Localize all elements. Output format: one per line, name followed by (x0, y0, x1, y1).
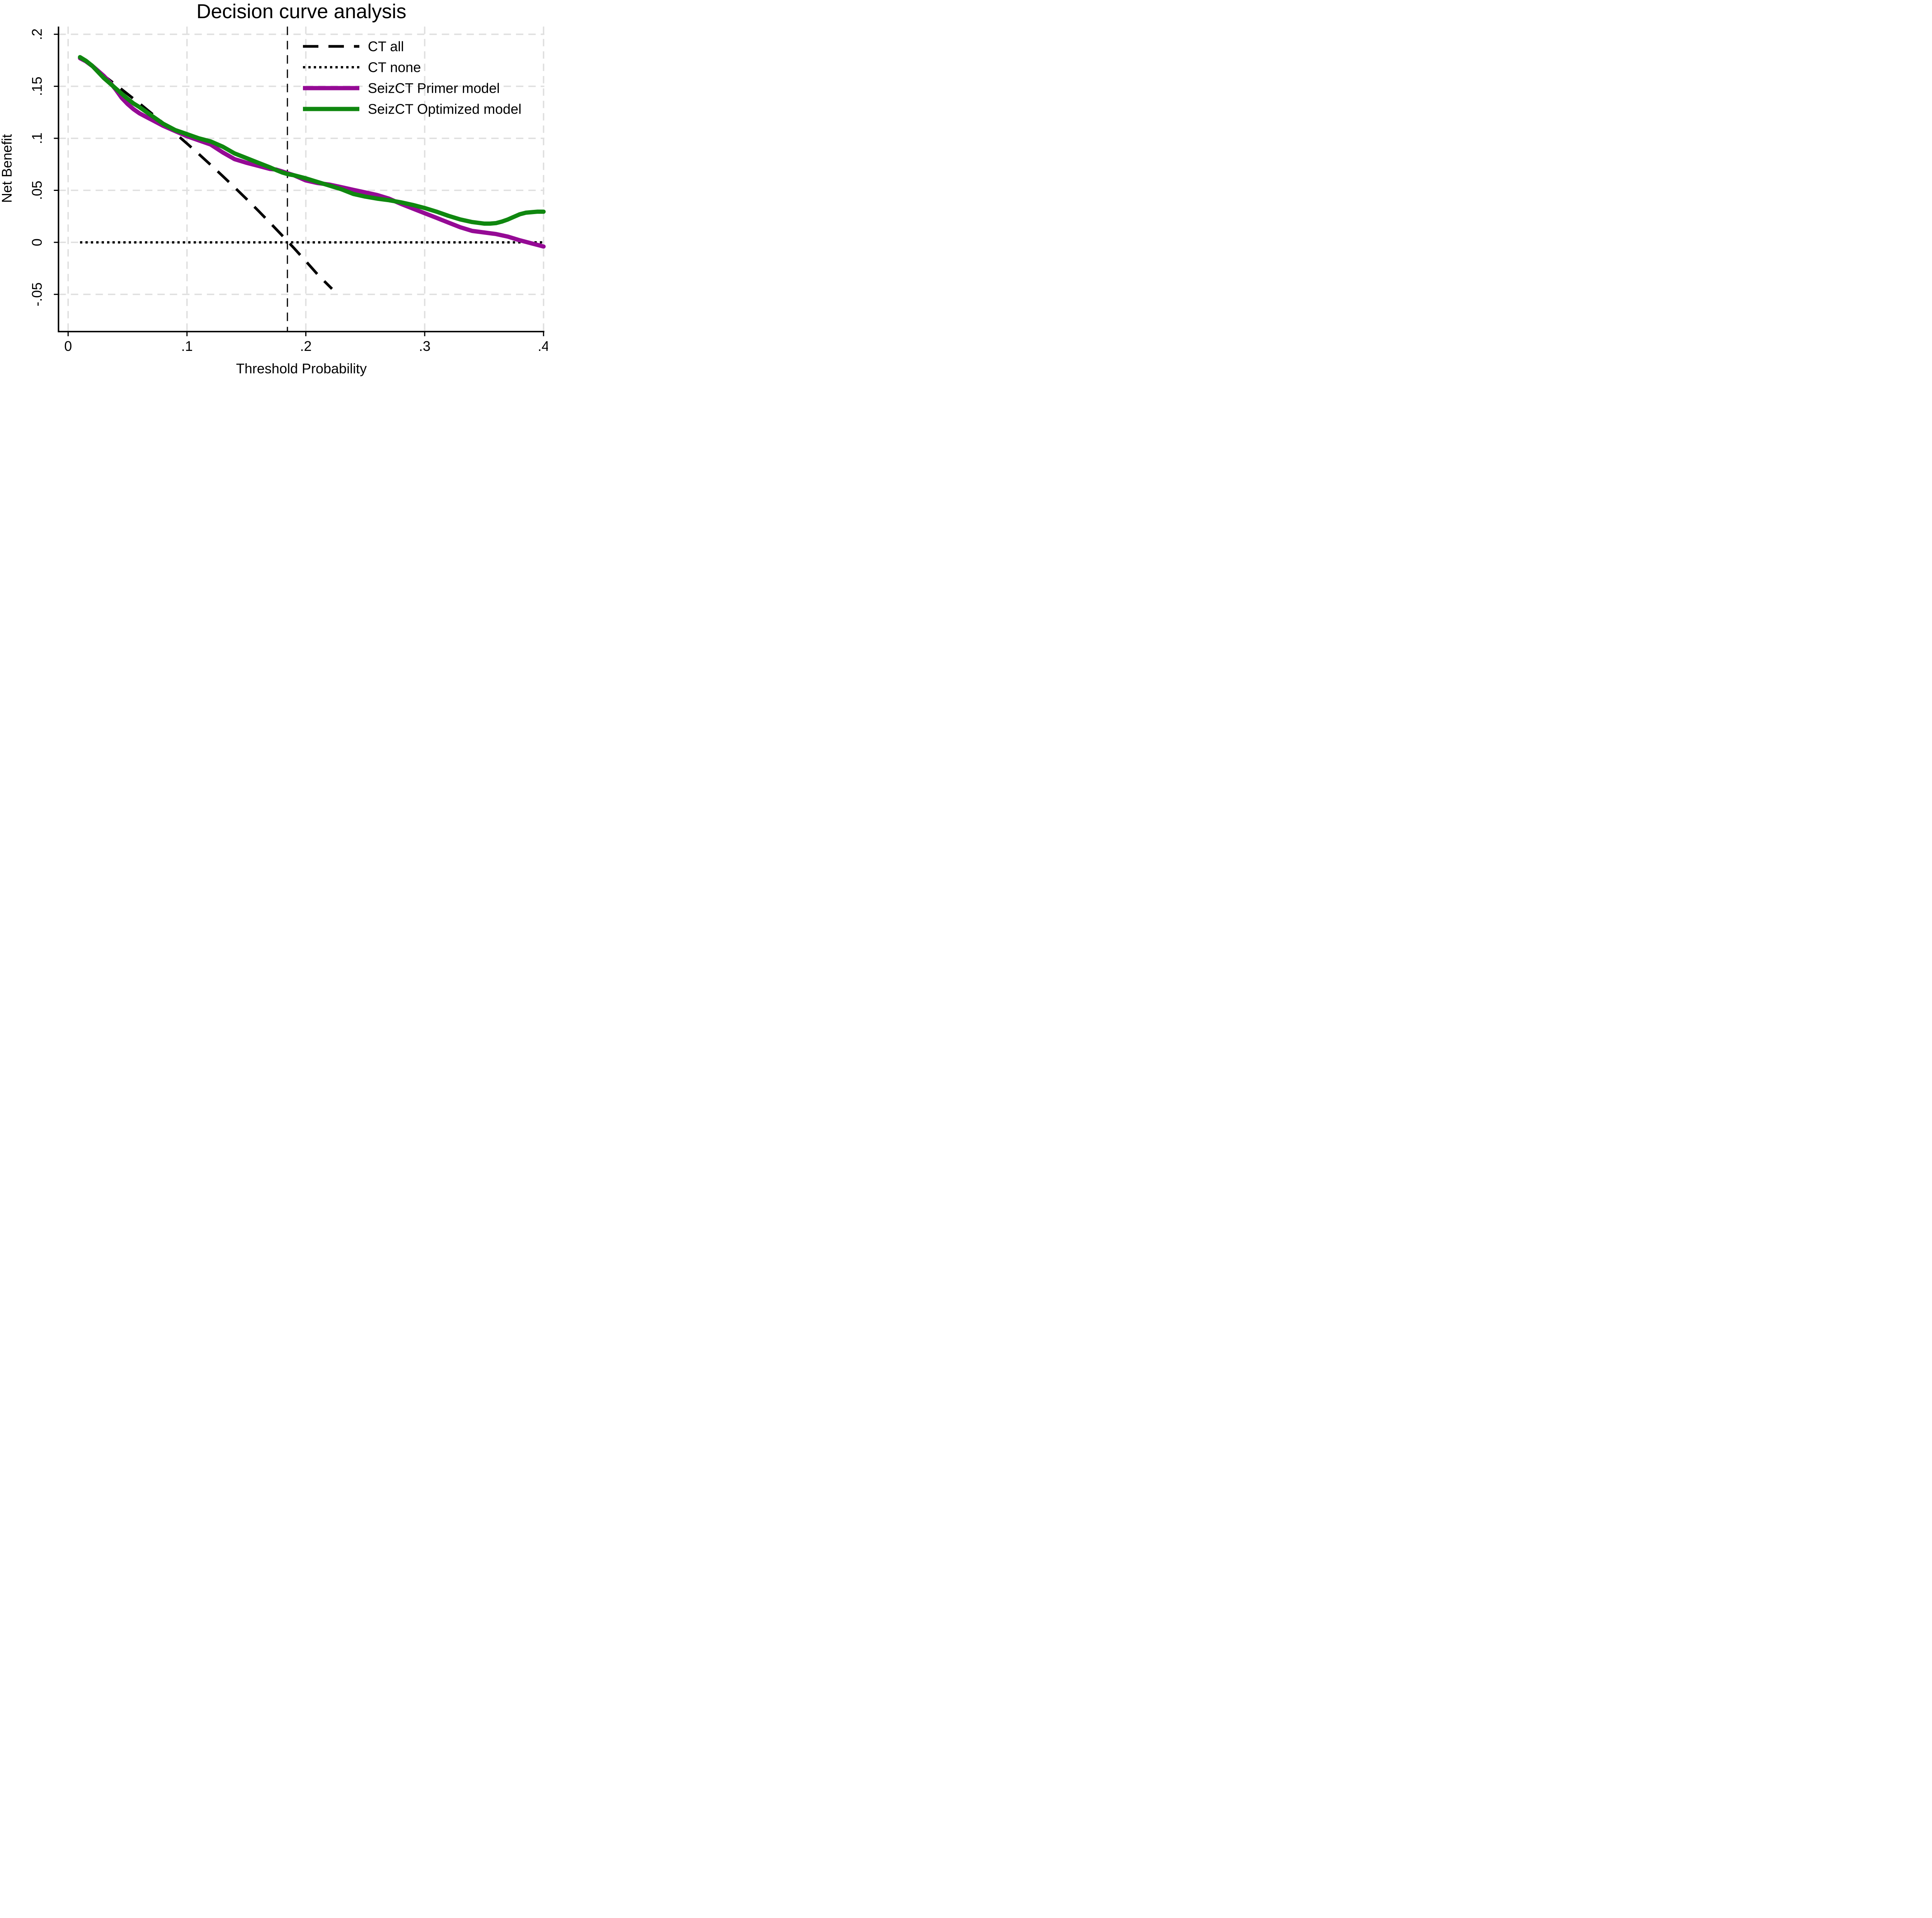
curve-ct-all (79, 56, 333, 290)
chart-canvas: -.05 0 .05 .1 .15 .2 0 .1 .2 .3 .4 CT all CT none Se… (0, 0, 548, 376)
chart-title: Decision curve analysis (196, 0, 406, 23)
x-tick-label-.4: .4 (538, 338, 548, 354)
data-series (78, 55, 546, 290)
y-tick-label-.15: .15 (29, 77, 45, 96)
legend-item-ct-none: CT none (303, 60, 421, 75)
axis-tick-labels: -.05 0 .05 .1 .15 .2 0 .1 .2 .3 .4 (29, 29, 548, 354)
legend-item-ct-all: CT all (303, 39, 404, 54)
legend-item-seizct-primer-model: SeizCT Primer model (303, 80, 500, 96)
y-tick-label--.05: -.05 (29, 283, 45, 306)
legend-label-ct-all: CT all (368, 39, 404, 54)
x-axis-title: Threshold Probability (236, 361, 367, 376)
x-tick-label-.1: .1 (181, 338, 193, 354)
legend-label-seizct-optimized-model: SeizCT Optimized model (368, 101, 521, 117)
axes (58, 26, 544, 332)
axis-ticks (54, 34, 544, 336)
legend: CT all CT none SeizCT Primer model SeizCT O… (303, 39, 521, 117)
legend-label-seizct-primer-model: SeizCT Primer model (368, 80, 500, 96)
y-tick-label-.1: .1 (29, 133, 45, 144)
y-tick-label-0: 0 (29, 238, 45, 246)
y-axis-title: Net Benefit (0, 134, 15, 203)
x-tick-label-.3: .3 (419, 338, 430, 354)
legend-label-ct-none: CT none (368, 60, 421, 75)
decision-curve-analysis-figure: -.05 0 .05 .1 .15 .2 0 .1 .2 .3 .4 CT all CT none Se… (0, 0, 548, 384)
legend-item-seizct-optimized-model: SeizCT Optimized model (303, 101, 521, 117)
x-tick-label-0: 0 (64, 338, 72, 354)
y-tick-label-.05: .05 (29, 180, 45, 200)
curve-seizct-optimized-model (78, 55, 546, 226)
y-tick-label-.2: .2 (29, 29, 45, 40)
x-tick-label-.2: .2 (300, 338, 311, 354)
